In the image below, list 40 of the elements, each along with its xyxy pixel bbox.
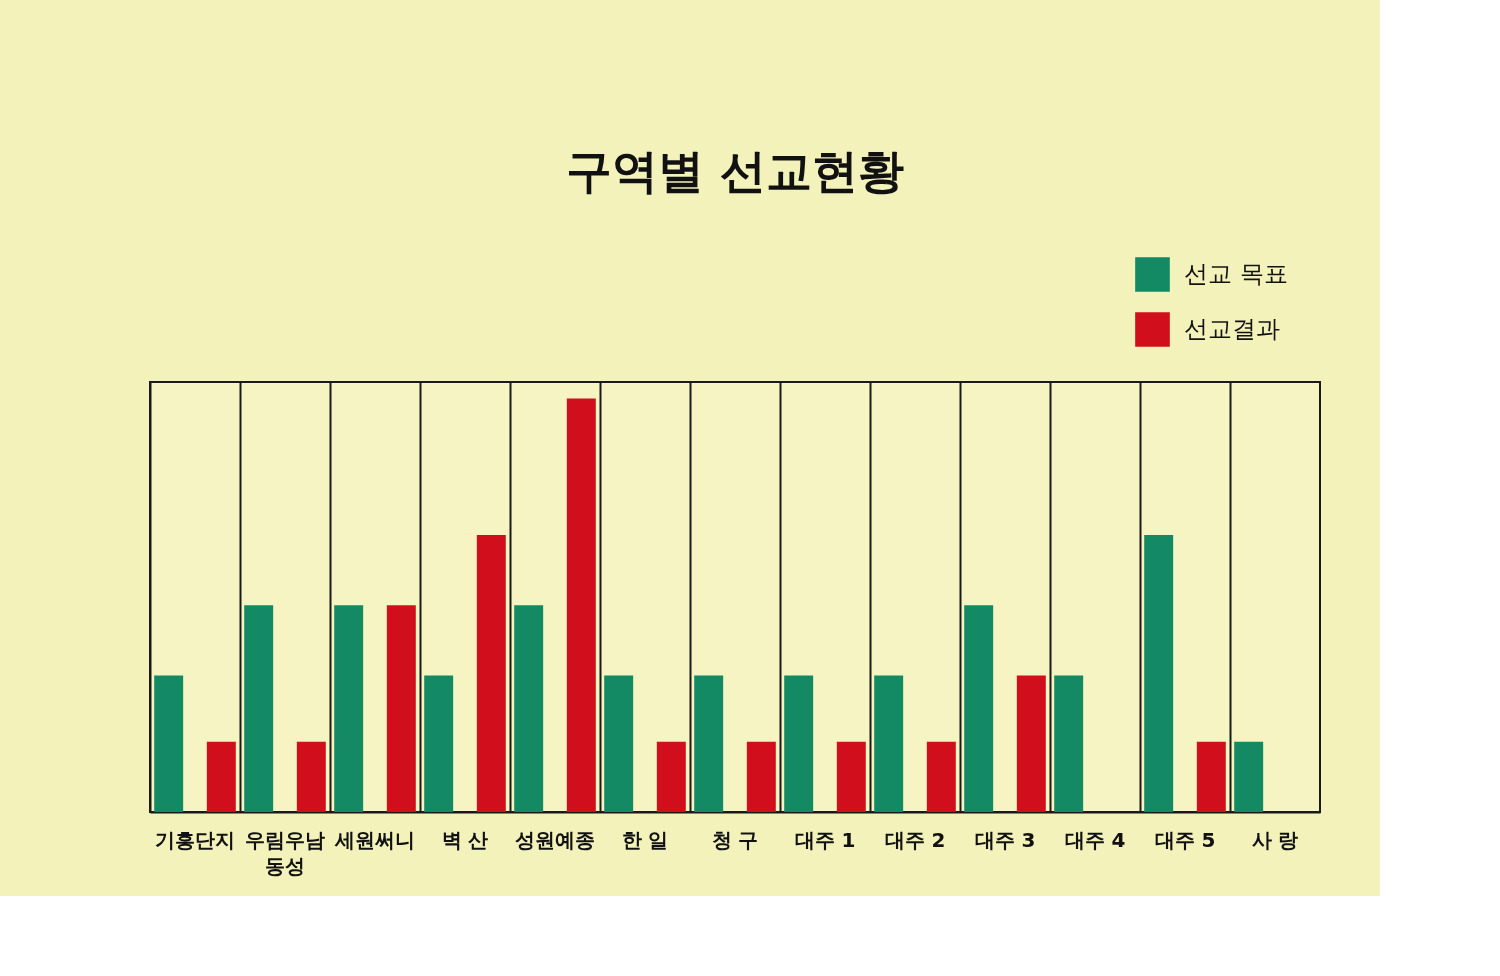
- x-tick-label: 기흥단지: [155, 827, 235, 852]
- bar: [154, 675, 184, 812]
- bar: [514, 605, 544, 812]
- legend-label: 선교 목표: [1184, 259, 1288, 288]
- bar: [476, 534, 506, 812]
- x-tick-label: 대주 2: [884, 827, 946, 852]
- bar: [424, 675, 454, 812]
- x-tick-label: 우림우남 동성: [245, 827, 325, 878]
- chart-title: 구역별 선교현황: [565, 144, 905, 198]
- x-tick-label: 성원예종: [515, 827, 595, 852]
- legend-label: 선교결과: [1184, 314, 1280, 343]
- x-tick-label: 대주 3: [974, 827, 1036, 852]
- bar: [1016, 675, 1046, 812]
- bar: [1234, 741, 1264, 812]
- bar: [656, 741, 686, 812]
- bar: [1144, 534, 1174, 812]
- bar: [386, 605, 416, 812]
- x-tick-label: 세원써니: [334, 827, 415, 852]
- bar: [694, 675, 724, 812]
- bar: [1196, 741, 1226, 812]
- x-tick-label: 대주 4: [1064, 827, 1126, 852]
- bar: [604, 675, 634, 812]
- x-tick-label: 사 랑: [1251, 827, 1299, 852]
- bar: [206, 741, 236, 812]
- x-tick-label: 청 구: [711, 827, 759, 852]
- bar: [566, 398, 596, 812]
- x-tick-label: 벽 산: [441, 827, 489, 852]
- x-tick-label: 한 일: [621, 827, 669, 852]
- x-tick-label: 대주 1: [794, 827, 856, 852]
- bar: [746, 741, 776, 812]
- bar: [926, 741, 956, 812]
- bar: [874, 675, 904, 812]
- bar: [334, 605, 364, 812]
- bar: [244, 605, 274, 812]
- bar: [1054, 675, 1084, 812]
- x-tick-label: 대주 5: [1154, 827, 1216, 852]
- bar: [296, 741, 326, 812]
- bar: [784, 675, 814, 812]
- bar: [964, 605, 994, 812]
- bar: [836, 741, 866, 812]
